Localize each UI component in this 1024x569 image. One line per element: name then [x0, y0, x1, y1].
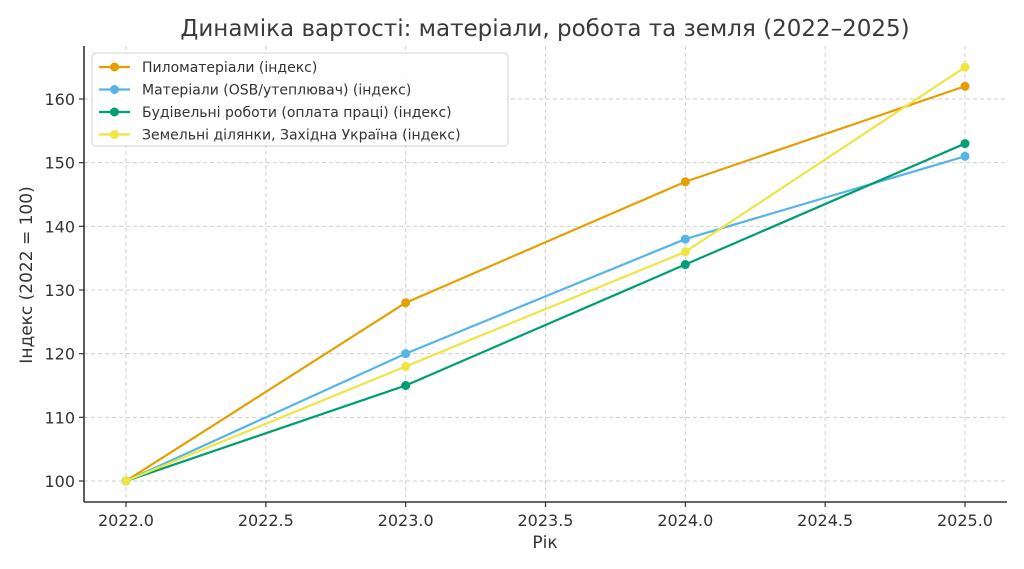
x-tick-label: 2022.5	[238, 511, 294, 530]
legend-marker-icon	[110, 107, 119, 117]
legend-item: Пиломатеріали (індекс)	[99, 60, 317, 76]
legend: Пиломатеріали (індекс) Матеріали (OSB/уте…	[91, 52, 509, 147]
y-tick-label: 160	[44, 90, 75, 109]
y-tick-label: 110	[44, 408, 75, 427]
data-point	[680, 234, 690, 244]
data-point	[401, 349, 411, 359]
series-lines	[121, 62, 970, 486]
data-point	[401, 361, 411, 371]
y-tick-label: 120	[44, 345, 75, 364]
data-point	[960, 81, 970, 91]
x-tick-label: 2023.5	[518, 511, 574, 530]
y-axis-label: Індекс (2022 = 100)	[17, 186, 37, 363]
legend-marker-icon	[110, 62, 119, 72]
x-tick-label: 2024.5	[797, 511, 853, 530]
x-tick-label: 2022.0	[98, 511, 154, 530]
data-point	[680, 260, 690, 270]
legend-label: Земельні ділянки, Західна Україна (індек…	[142, 128, 461, 144]
x-tick-label: 2025.0	[937, 511, 993, 530]
y-tick-label: 150	[44, 154, 75, 173]
grid-lines	[84, 46, 1007, 502]
x-tick-label: 2024.0	[657, 511, 713, 530]
legend-marker-icon	[110, 130, 119, 139]
legend-item: Матеріали (OSB/утеплювач) (індекс)	[99, 83, 411, 99]
y-tick-label: 100	[44, 472, 75, 491]
legend-label: Матеріали (OSB/утеплювач) (індекс)	[142, 83, 411, 99]
data-point	[401, 381, 411, 390]
series-line	[121, 62, 970, 486]
legend-item: Будівельні роботи (оплата праці) (індекс…	[99, 105, 452, 121]
data-point	[680, 247, 690, 257]
y-tick-label: 130	[44, 281, 75, 300]
y-axis-ticks: 100 110 120 130 140 150 160	[44, 90, 84, 491]
y-tick-label: 140	[44, 217, 75, 236]
data-point	[680, 177, 690, 187]
legend-item: Земельні ділянки, Західна Україна (індек…	[99, 128, 461, 144]
x-axis-label: Рік	[532, 533, 557, 553]
data-point	[121, 476, 131, 486]
data-point	[960, 139, 970, 149]
data-point	[401, 298, 411, 308]
legend-label: Будівельні роботи (оплата праці) (індекс…	[142, 105, 452, 121]
data-point	[960, 151, 970, 161]
chart-title: Динаміка вартості: матеріали, робота та …	[180, 16, 909, 42]
x-axis-ticks: 2022.0 2022.5 2023.0 2023.5 2024.0 2024.5 2025…	[98, 502, 993, 530]
data-point	[960, 62, 970, 72]
legend-label: Пиломатеріали (індекс)	[142, 60, 317, 76]
x-tick-label: 2023.0	[378, 511, 434, 530]
legend-marker-icon	[110, 85, 119, 94]
